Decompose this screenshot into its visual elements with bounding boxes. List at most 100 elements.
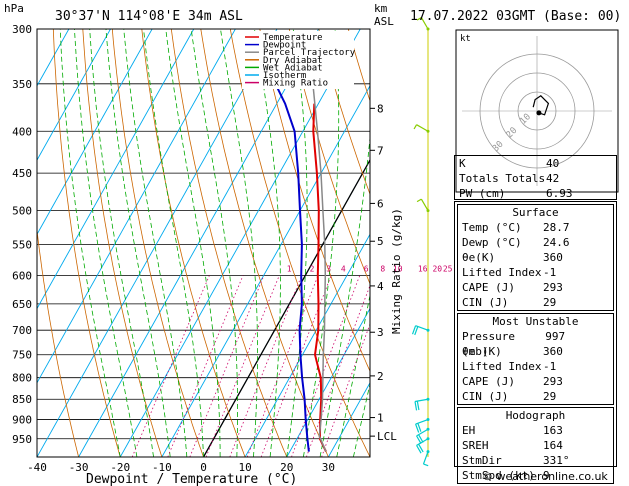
surface-row: CIN (J) 29: [458, 295, 613, 310]
hodograph_stats-value: 331°: [543, 454, 570, 467]
asl-label: ASL: [374, 15, 394, 28]
surface-value: 28.7: [543, 221, 570, 234]
surface-value: 29: [543, 296, 557, 309]
km-tick-label: 6: [377, 197, 384, 210]
wet-adiabat: [105, 29, 171, 457]
wet-adiabat: [74, 29, 138, 457]
credit-text: © weatheronline.co.uk: [482, 470, 608, 483]
wet-adiabat: [165, 29, 221, 457]
pressure-tick-label: 450: [12, 167, 32, 180]
km-tick-label: 7: [377, 144, 384, 157]
legend-label: Mixing Ratio: [263, 79, 328, 89]
profile-parcel-trajectory: [312, 83, 327, 452]
hodograph_stats-label: StmDir: [462, 454, 502, 467]
most_unstable-row: Lifted Index -1: [458, 359, 613, 374]
most-unstable-title: Most Unstable: [492, 315, 579, 328]
mixing-ratio-line: [131, 275, 210, 457]
indices-value: 42: [546, 172, 560, 185]
wet-adiabat: [89, 29, 154, 457]
mixing-ratio-line: [205, 275, 280, 457]
most_unstable-row: CIN (J) 29: [458, 389, 613, 404]
mixing-ratio-label: 8: [380, 264, 385, 273]
most_unstable-label: CIN (J): [462, 390, 509, 403]
isotherm: [244, 233, 370, 457]
wind-barb: [411, 325, 430, 336]
isotherm: [78, 29, 320, 457]
km-tick-label: 4: [377, 280, 384, 293]
temperature-tick-label: -20: [110, 461, 130, 474]
storm-motion-marker: [536, 110, 542, 116]
surface-label: CIN (J): [462, 296, 509, 309]
pressure-tick-label: 500: [12, 205, 32, 218]
temperature-tick-label: -10: [152, 461, 172, 474]
legend-label: Isotherm: [263, 71, 306, 81]
hodograph_stats-value: 9: [543, 469, 550, 482]
dry-adiabat: [111, 29, 204, 457]
legend-label: Dry Adiabat: [263, 56, 323, 66]
pressure-tick-label: 900: [12, 414, 32, 427]
axes: 3003504004505005506006507007508008509009…: [12, 23, 453, 474]
legend-label: Parcel Trajectory: [263, 48, 356, 58]
zero-isotherm: [202, 158, 370, 457]
pressure-tick-label: 650: [12, 298, 32, 311]
most_unstable-row: θe (K) 360: [458, 344, 613, 359]
dry-adiabat: [288, 29, 370, 285]
profile-temperature: [312, 103, 327, 453]
km-tick-label: 2: [377, 370, 384, 383]
most_unstable-value: 997: [545, 330, 566, 343]
wind-barb: [413, 124, 430, 133]
mixing-ratio-label: 16: [418, 264, 428, 273]
dry-adiabat: [259, 29, 370, 373]
hodograph-trace: [532, 95, 550, 116]
pressure-tick-label: 400: [12, 125, 32, 138]
mixing-ratio-label: 20: [432, 264, 442, 273]
pressure-tick-label: 850: [12, 393, 32, 406]
pressure-tick-label: 800: [12, 372, 32, 385]
surface-row: CAPE (J) 293: [458, 280, 613, 295]
surface-value: 360: [543, 251, 563, 264]
indices-row: Totals Totals 42: [455, 171, 616, 186]
temperature-tick-label: 30: [322, 461, 335, 474]
wind-barb: [416, 198, 430, 213]
wet-adiabat: [220, 29, 258, 457]
indices-label: K: [459, 157, 466, 170]
hodograph-unit-label: kt: [460, 34, 471, 44]
wet-adiabat: [286, 29, 308, 457]
most_unstable-label: θe (K): [462, 345, 502, 358]
indices-panel: K 40 Totals Totals 42 PW (cm) 6.93: [454, 155, 617, 200]
mixing-ratio-axis-label: Mixing Ratio (g/kg): [390, 208, 403, 334]
location-title: 30°37'N 114°08'E 34m ASL: [55, 9, 243, 24]
hodograph-stats-title: Hodograph: [505, 409, 566, 422]
wind-barb: [416, 427, 430, 444]
wind-barb: [415, 418, 430, 433]
background-lines: [37, 29, 370, 457]
temperature-tick-label: -40: [27, 461, 47, 474]
wet-adiabat: [319, 133, 370, 457]
temperature-tick-label: 10: [239, 461, 252, 474]
dry-adiabat: [170, 29, 288, 457]
surface-title: Surface: [512, 206, 559, 219]
mixing-ratio-line: [167, 275, 244, 457]
mixing-ratio-line: [260, 275, 332, 457]
mixing-ratio-line: [321, 322, 370, 457]
mixing-ratio-line: [189, 275, 265, 457]
isotherm: [37, 29, 70, 87]
pressure-tick-label: 700: [12, 324, 32, 337]
wind-barb: [414, 397, 430, 411]
hodograph_stats-label: EH: [462, 424, 476, 437]
mixing-ratio-label: 10: [393, 264, 403, 273]
surface-box: Surface Temp (°C) 28.7 Dewp (°C) 24.6 θe(K) 3…: [457, 204, 614, 311]
most_unstable-row: CAPE (J) 293: [458, 374, 613, 389]
indices-label: Totals Totals: [459, 172, 546, 185]
pressure-tick-label: 300: [12, 23, 32, 36]
wind-barb: [416, 17, 430, 31]
km-tick-label: LCL: [377, 430, 397, 443]
wet-adiabat: [303, 29, 340, 457]
hodograph_stats-label: StmSpd (kt): [462, 469, 535, 482]
temperature-tick-label: 20: [280, 461, 293, 474]
stats-panel: Surface Temp (°C) 28.7 Dewp (°C) 24.6 θe(K) 3…: [454, 201, 617, 484]
isotherm: [37, 29, 153, 236]
wet-adiabat: [143, 29, 204, 457]
